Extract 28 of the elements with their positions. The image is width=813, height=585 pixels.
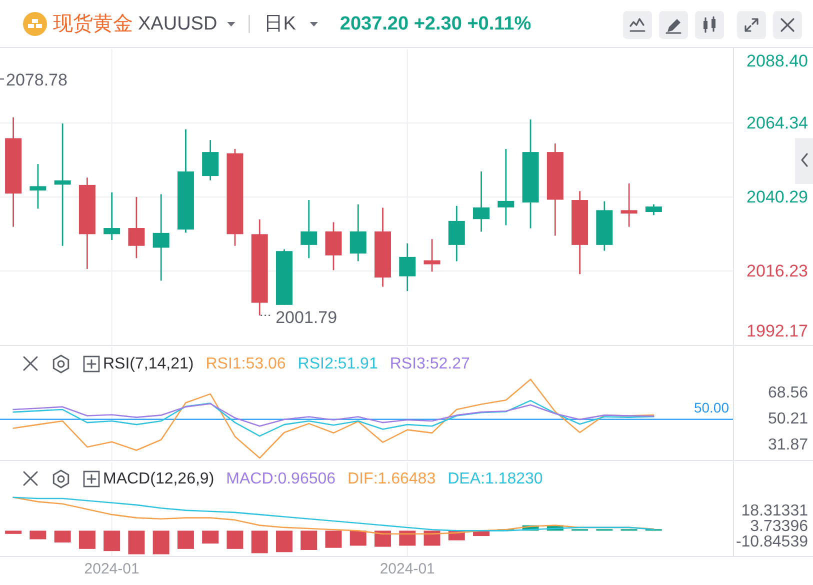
y-tick-label: 68.56 (768, 384, 808, 402)
text: RSI2:51.91 (298, 356, 378, 372)
text: DIF:1.66483 (348, 470, 436, 488)
y-tick-label: 50.21 (768, 410, 808, 428)
annotation: 2001.79 (260, 308, 338, 327)
y-tick-label: 1992.17 (746, 322, 808, 340)
annotation: 2078.78 (0, 70, 68, 90)
text: DEA:1.18230 (448, 470, 543, 488)
x-tick-label: 2024-01 (380, 560, 435, 578)
chart-subtitle: XAUUSD (138, 14, 218, 34)
y-tick-label: 31.87 (768, 436, 808, 454)
chart-title: 现货黄金 (53, 13, 133, 35)
text: RSI3:52.27 (390, 356, 470, 372)
y-tick-label: -10.84539 (736, 534, 808, 550)
ref-line-label: 50.00 (694, 399, 730, 416)
text: MACD(12,26,9) (103, 470, 214, 488)
y-tick-label: 3.73396 (750, 518, 808, 536)
y-tick-label: 2040.29 (746, 187, 808, 206)
annotation: 2001.79 (276, 308, 338, 327)
x-tick-label: 2024-01 (84, 560, 140, 578)
y-tick-label: 2064.34 (746, 114, 808, 133)
y-tick-label: 18.31331 (741, 502, 808, 520)
header: 现货黄金 XAUUSD 日K 2037.20 +2.30 +0.11% (23, 11, 802, 39)
y-tick-label: 2016.23 (746, 261, 808, 280)
series-label: RSI1:53.06 (206, 356, 286, 372)
text: RSI(7,14,21) (103, 356, 194, 372)
y-tick-label: 2088.40 (746, 52, 808, 70)
annotation: MACD:0.96506 (226, 470, 336, 488)
